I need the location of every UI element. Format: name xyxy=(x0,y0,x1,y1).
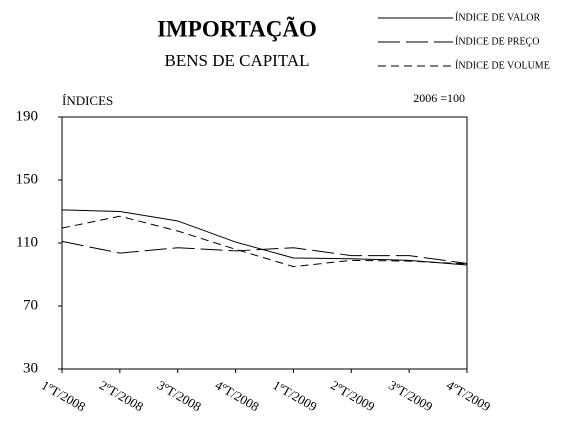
plot-area xyxy=(61,116,468,370)
x-tick-label: 4ºT/2008 xyxy=(213,377,262,414)
y-tick-label: 110 xyxy=(16,234,38,250)
chart-subtitle: BENS DE CAPITAL xyxy=(164,51,309,70)
chart-title: IMPORTAÇÃO xyxy=(157,16,317,41)
legend-label: ÍNDICE DE PREÇO xyxy=(455,35,539,47)
y-axis-label: ÍNDICES xyxy=(62,93,113,108)
annotation: 2006 =100 xyxy=(413,91,465,105)
x-tick-label: 1ºT/2008 xyxy=(39,377,88,414)
series-line xyxy=(61,209,468,266)
x-tick-label: 1ºT/2009 xyxy=(270,377,319,414)
x-tick-label: 4ºT/2009 xyxy=(444,377,493,414)
y-tick-label: 150 xyxy=(16,171,39,187)
y-tick-label: 190 xyxy=(16,108,39,124)
series-line xyxy=(61,215,468,268)
legend-label: ÍNDICE DE VOLUME xyxy=(455,59,550,71)
y-tick-label: 70 xyxy=(23,297,38,313)
x-tick-label: 3ºT/2009 xyxy=(386,377,435,414)
y-tick-label: 30 xyxy=(23,360,38,376)
x-tick-label: 2ºT/2008 xyxy=(97,377,146,414)
x-tick-label: 2ºT/2009 xyxy=(328,377,377,414)
series-line xyxy=(61,240,468,264)
legend-label: ÍNDICE DE VALOR xyxy=(455,11,541,23)
x-tick-label: 3ºT/2008 xyxy=(155,377,204,414)
